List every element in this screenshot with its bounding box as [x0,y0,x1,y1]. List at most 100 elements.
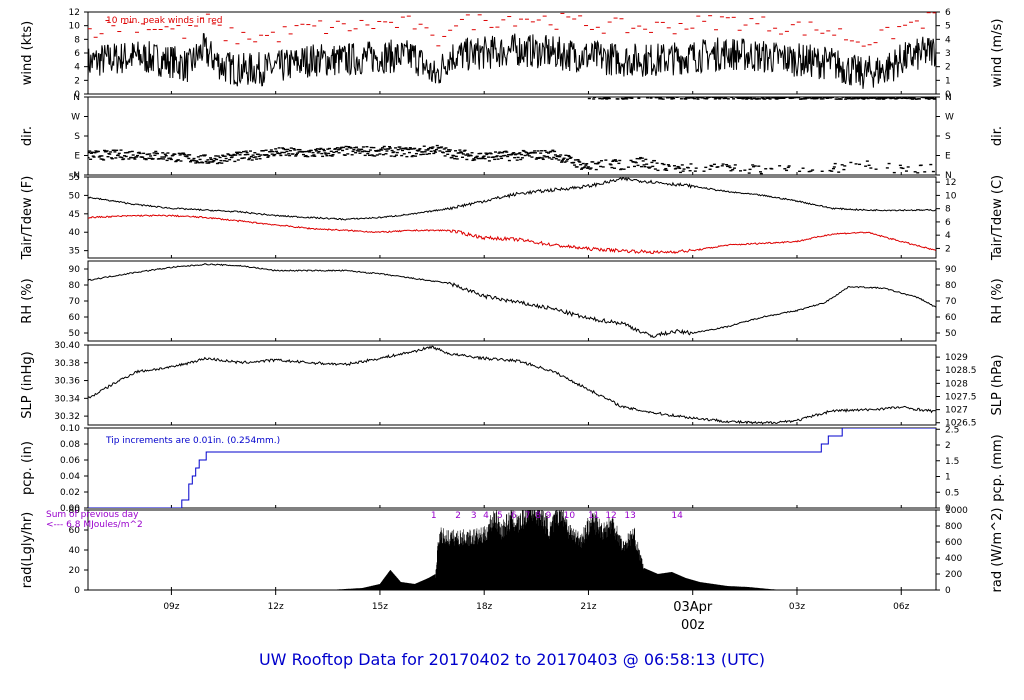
pcp-tick-label: 0.04 [60,472,80,482]
rad-hour-number: 12 [605,511,616,521]
temp-plot-area [88,177,936,255]
wind-right-tick-label: 3 [945,49,951,59]
footer-title: UW Rooftop Data for 20170402 to 20170403… [258,650,766,669]
rh-right-tick-label: 90 [945,265,957,275]
panel-temp: Tair/Tdew (F) Tair/Tdew (C) 35 40 45 50 55 2 4 6 8… [20,173,1005,261]
dir-tick-label: N [73,93,80,103]
temp-right-tick-label: 4 [945,231,951,241]
rh-ylabel-right: RH (%) [990,278,1005,323]
slp-right-tick-label: 1028 [945,379,968,389]
temp-right-tick-label: 8 [945,205,951,215]
rh-right-tick-label: 60 [945,313,957,323]
rad-tick-label: 60 [69,526,81,536]
rad-hour-number: 7 [525,511,531,521]
rad-right-tick-label: 1000 [945,506,968,516]
rad-annotation-line: Sum of previous day [46,510,139,520]
dir-tick-label-right: N [945,93,952,103]
rh-tick-label: 70 [69,297,81,307]
dir-ylabel-right: dir. [990,126,1005,146]
slp-right-tick-label: 1028.5 [945,366,977,376]
temp-tick-label: 35 [69,247,80,257]
temp-tick-label: 40 [69,228,81,238]
rad-ylabel: rad(Lgly/hr) [20,512,35,588]
temp-frame [87,176,937,259]
rh-tick-label: 60 [69,313,81,323]
slp-tick-label: 30.32 [54,412,80,422]
date-sublabel: 00z [681,618,705,633]
pcp-line [88,428,936,508]
panel-pcp: pcp. (in) pcp. (mm) 0.00 0.02 0.04 0.06 0.08 0.… [20,424,1005,514]
rad-hour-number: 4 [483,511,489,521]
rh-plot-area [88,263,936,338]
pcp-annotation: Tip increments are 0.01in. (0.254mm.) [105,436,280,446]
pcp-right-tick-label: 0 [945,504,951,514]
pcp-tick-label: 0.10 [60,424,80,434]
rad-tick-label: 0 [74,586,80,596]
rad-right-tick-label: 800 [945,522,962,532]
rh-line [88,263,936,338]
slp-tick-label: 30.34 [54,394,80,404]
rh-tick-label: 90 [69,265,81,275]
time-axis: 09z 12z 15z 18z 21z 03Apr 03z 06z 00z [163,590,910,633]
panel-dir: dir. dir.N NE ES SW WN N [20,93,1005,181]
rad-hour-number: 1 [431,511,437,521]
wind-tick-label: 0 [74,90,80,100]
rad-right-tick-label: 0 [945,586,951,596]
pcp-right-tick-label: 1 [945,473,951,483]
dir-tick-label-right: E [945,152,951,162]
rh-right-tick-label: 50 [945,329,957,339]
rad-annotation-line: <--- 6.8 MJoules/m^2 [46,520,143,530]
temp-right-tick-label: 10 [945,191,957,201]
rh-right-tick-label: 70 [945,297,957,307]
rad-hour-number: 6 [511,511,517,521]
pcp-ylabel-right: pcp. (mm) [990,434,1005,501]
temp-tick-label: 45 [69,210,80,220]
dir-tick-label: S [74,132,80,142]
rad-plot-area [327,510,784,590]
dir-tick-label-right: S [945,132,951,142]
wind-tick-label: 8 [74,35,80,45]
rad-right-tick-label: 400 [945,554,962,564]
time-tick-label: 21z [580,602,596,612]
time-tick-label: 09z [163,602,179,612]
wind-tick-label: 12 [69,8,80,18]
date-label: 03Apr [673,600,713,615]
temp-ylabel-right: Tair/Tdew (C) [990,175,1005,261]
slp-frame [87,344,937,426]
slp-tick-label: 30.36 [54,377,80,387]
wind-speed-line [88,32,936,89]
wind-right-tick-label: 6 [945,8,951,18]
air-temp-line [88,177,936,221]
panel-rad: rad(Lgly/hr) rad (W/m^2)02040608002004006… [20,506,1005,596]
pcp-right-tick-label: 2 [945,441,951,451]
rad-hour-number: 8 [535,511,541,521]
wind-tick-label: 2 [74,76,80,86]
rad-tick-label: 20 [69,566,81,576]
time-tick-label: 15z [372,602,388,612]
radiation-bars [328,510,783,590]
rad-hour-number: 2 [455,511,461,521]
rh-ylabel: RH (%) [20,278,35,323]
rad-hour-number: 10 [564,511,576,521]
temp-right-tick-label: 12 [945,178,956,188]
time-tick-label: 03z [789,602,805,612]
time-tick-label: 18z [476,602,492,612]
wind-right-tick-label: 2 [945,63,951,73]
rad-hour-number: 5 [497,511,503,521]
pcp-right-tick-label: 2.5 [945,425,959,435]
slp-right-tick-label: 1026.5 [945,419,977,429]
rad-right-tick-label: 200 [945,570,962,580]
slp-right-tick-label: 1027.5 [945,392,977,402]
wind-right-tick-label: 0 [945,90,951,100]
slp-ylabel: SLP (inHg) [20,351,35,419]
temp-tick-label: 50 [69,191,81,201]
dir-tick-label-right: N [945,171,952,181]
wind-plot-area [88,12,936,89]
wind-ylabel: wind (kts) [20,21,35,85]
slp-plot-area [88,345,936,425]
wind-tick-label: 6 [74,49,80,59]
pcp-frame [87,427,937,509]
wind-right-tick-label: 5 [945,22,951,32]
